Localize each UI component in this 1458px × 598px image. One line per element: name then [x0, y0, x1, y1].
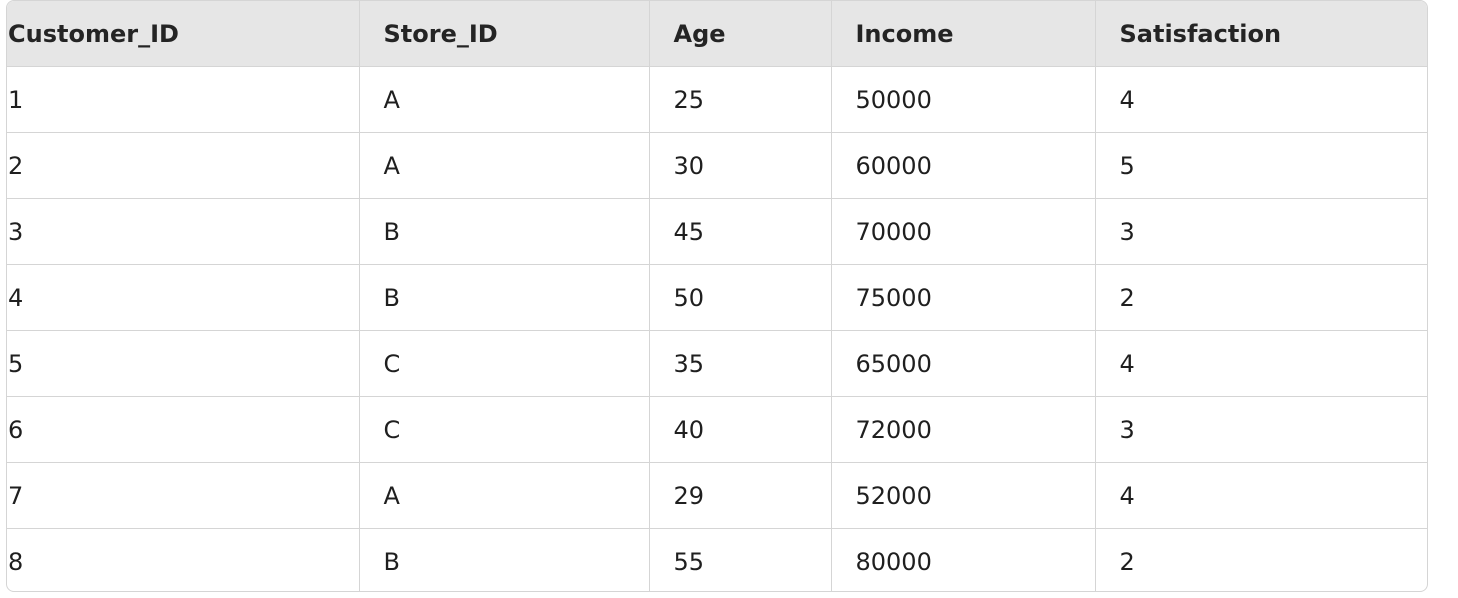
table-cell-age: 45 — [649, 198, 832, 265]
table-cell-customer-id: 5 — [7, 330, 360, 397]
data-table-frame: Customer_ID Store_ID Age Income Satisfac… — [6, 0, 1428, 592]
column-header-age[interactable]: Age — [649, 1, 832, 67]
table-cell-customer-id: 6 — [7, 396, 360, 463]
table-row: 1 A 25 50000 4 — [7, 66, 1427, 133]
table-cell-satisfaction: 4 — [1095, 66, 1427, 133]
table-cell-income: 70000 — [831, 198, 1096, 265]
table-cell-income: 50000 — [831, 66, 1096, 133]
table-cell-satisfaction: 2 — [1095, 264, 1427, 331]
table-cell-income: 75000 — [831, 264, 1096, 331]
table-cell-income: 80000 — [831, 528, 1096, 591]
table-cell-store-id: A — [359, 462, 650, 529]
table-cell-satisfaction: 3 — [1095, 396, 1427, 463]
table-cell-age: 30 — [649, 132, 832, 199]
table-row: 5 C 35 65000 4 — [7, 330, 1427, 397]
table-cell-age: 35 — [649, 330, 832, 397]
data-table: Customer_ID Store_ID Age Income Satisfac… — [7, 1, 1427, 591]
table-header-row: Customer_ID Store_ID Age Income Satisfac… — [7, 1, 1427, 67]
table-cell-store-id: C — [359, 396, 650, 463]
table-cell-age: 50 — [649, 264, 832, 331]
table-cell-store-id: A — [359, 132, 650, 199]
table-cell-customer-id: 4 — [7, 264, 360, 331]
column-header-store-id[interactable]: Store_ID — [359, 1, 650, 67]
table-cell-store-id: A — [359, 66, 650, 133]
table-row: 4 B 50 75000 2 — [7, 264, 1427, 331]
table-cell-satisfaction: 4 — [1095, 462, 1427, 529]
table-cell-store-id: B — [359, 528, 650, 591]
table-cell-satisfaction: 4 — [1095, 330, 1427, 397]
table-row: 3 B 45 70000 3 — [7, 198, 1427, 265]
table-cell-satisfaction: 2 — [1119, 547, 1135, 576]
table-cell-age: 25 — [649, 66, 832, 133]
table-cell-customer-id: 2 — [7, 132, 360, 199]
column-header-income[interactable]: Income — [831, 1, 1096, 67]
table-row: 7 A 29 52000 4 — [7, 462, 1427, 529]
table-cell-age: 29 — [649, 462, 832, 529]
table-cell-store-id: C — [359, 330, 650, 397]
table-cell-income: 52000 — [831, 462, 1096, 529]
table-header: Customer_ID Store_ID Age Income Satisfac… — [7, 1, 1427, 67]
table-cell-income: 60000 — [831, 132, 1096, 199]
table-body: 1 A 25 50000 4 2 A 30 60000 5 3 B 45 700… — [7, 66, 1427, 591]
table-cell-age: 40 — [649, 396, 832, 463]
table-row: 8 B 55 80000 2 — [7, 528, 1427, 591]
table-row: 6 C 40 72000 3 — [7, 396, 1427, 463]
table-cell-customer-id: 1 — [7, 66, 360, 133]
table-cell-customer-id: 7 — [7, 462, 360, 529]
table-cell-customer-id: 8 — [7, 528, 360, 591]
table-cell-satisfaction: 3 — [1095, 198, 1427, 265]
table-cell-income: 65000 — [831, 330, 1096, 397]
table-cell-income: 72000 — [831, 396, 1096, 463]
table-cell-store-id: B — [359, 198, 650, 265]
table-cell-store-id: B — [359, 264, 650, 331]
table-cell-age: 55 — [649, 528, 832, 591]
column-header-satisfaction[interactable]: Satisfaction — [1095, 1, 1427, 67]
table-cell-satisfaction: 5 — [1095, 132, 1427, 199]
table-row: 2 A 30 60000 5 — [7, 132, 1427, 199]
table-cell-customer-id: 3 — [7, 198, 360, 265]
column-header-customer-id[interactable]: Customer_ID — [7, 1, 360, 67]
